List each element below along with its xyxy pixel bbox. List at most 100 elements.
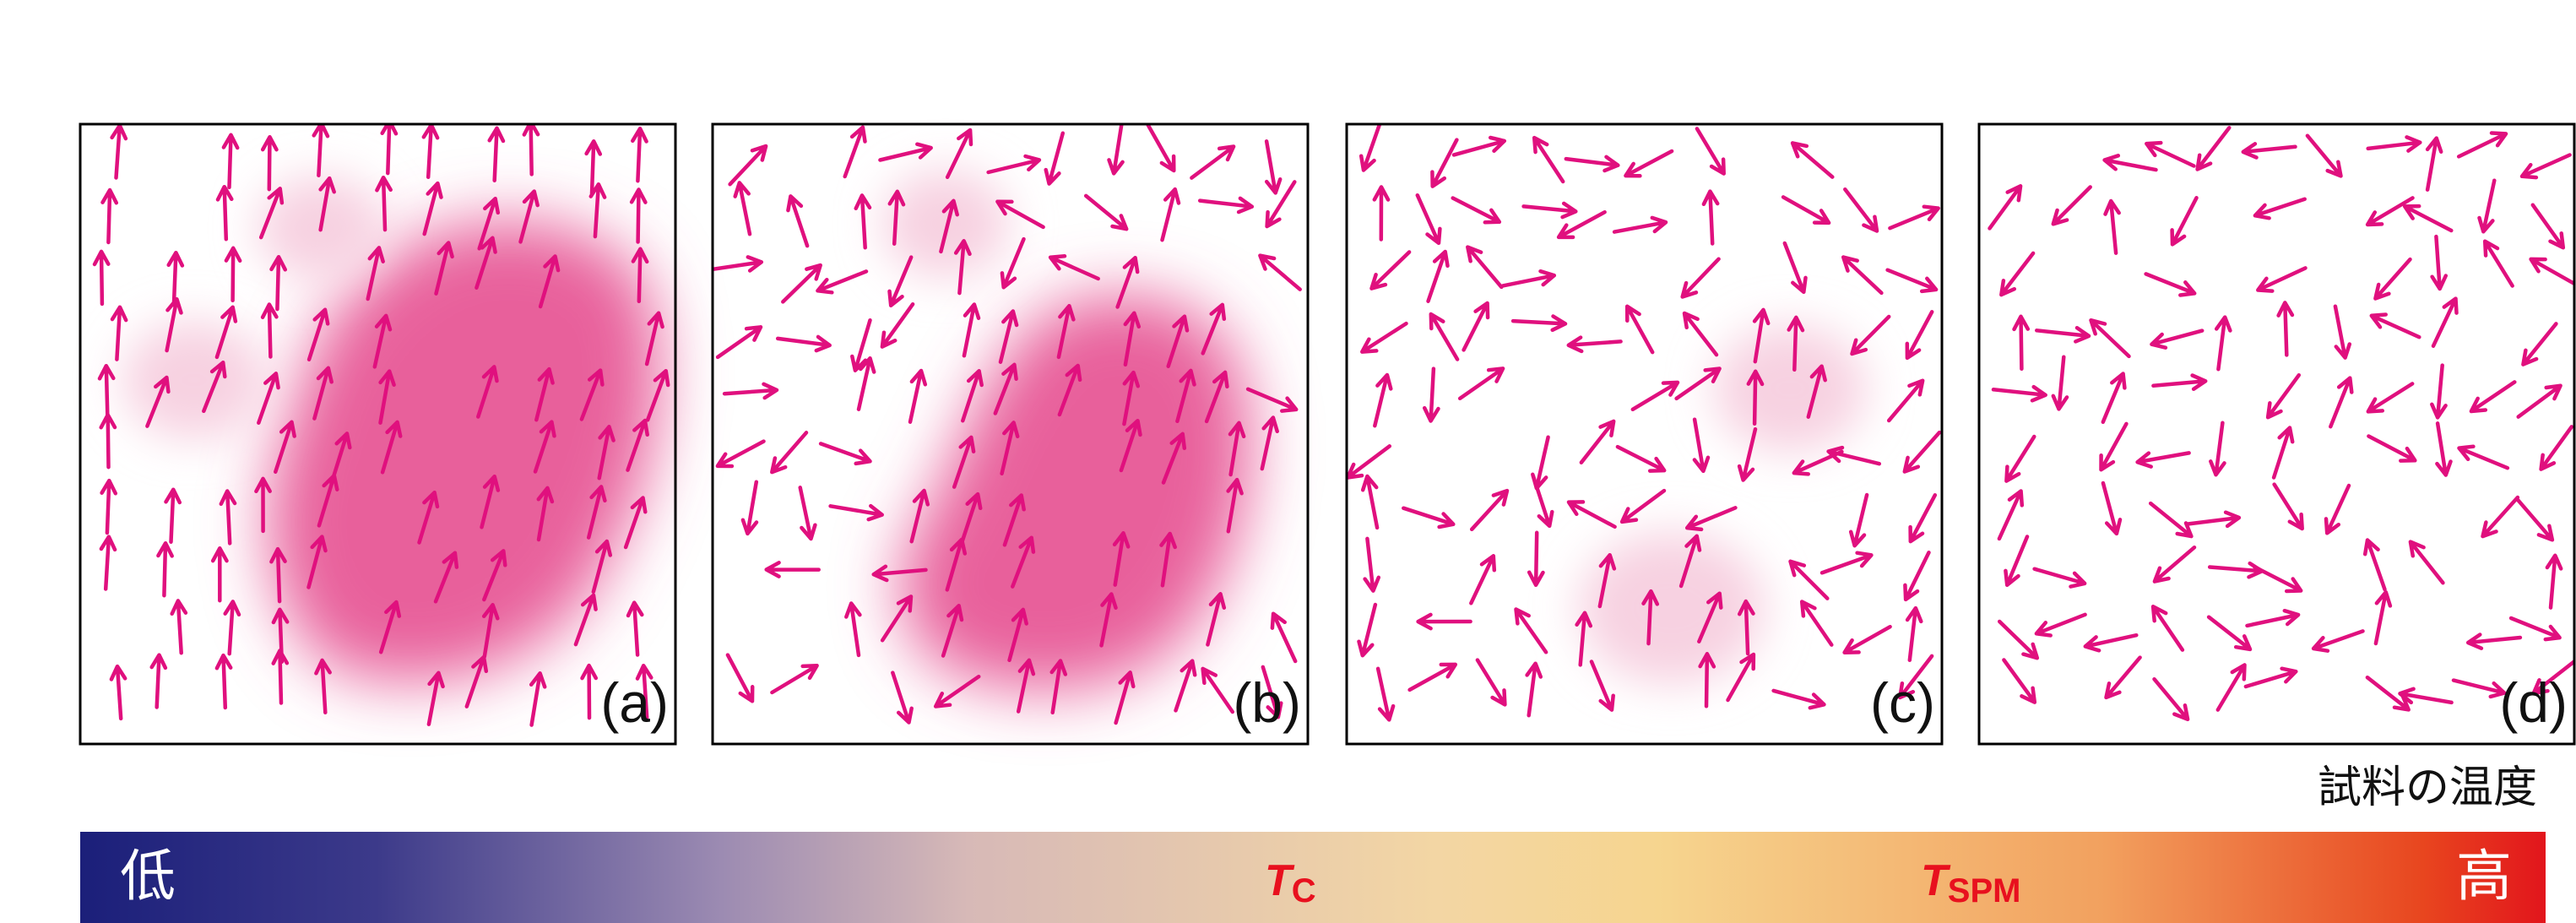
spin-arrow [99, 412, 117, 470]
spin-arrow [588, 182, 607, 239]
spin-arrow [1166, 314, 1190, 368]
spin-arrow [2430, 234, 2449, 291]
spin-arrow [961, 369, 984, 423]
spin-arrow [109, 664, 127, 721]
spin-arrow [2101, 372, 2127, 425]
spin-arrow [1000, 421, 1020, 476]
marker-tc: TC [1265, 856, 1316, 909]
spin-arrow [959, 491, 983, 546]
spin-arrow [1746, 369, 1765, 426]
spin-arrow [1790, 141, 1835, 179]
spin-arrow [631, 247, 649, 304]
spin-arrow [2035, 325, 2091, 344]
panel-d: (d) [1977, 122, 2576, 746]
spin-arrow [1905, 605, 1923, 662]
spin-arrow [764, 561, 821, 578]
spin-arrow [2366, 135, 2422, 153]
spin-arrow [1201, 666, 1235, 714]
marker-tc-subscript: C [1292, 872, 1316, 909]
panel-b: (b) [711, 122, 1310, 746]
spin-arrow [1261, 665, 1283, 719]
spin-arrow [586, 485, 607, 540]
spin-arrow [1726, 652, 1756, 703]
spin-arrow [2214, 315, 2232, 372]
spin-arrow [2366, 382, 2415, 414]
spin-arrow [318, 176, 336, 232]
spin-arrow [2144, 272, 2197, 297]
spin-arrow [626, 600, 644, 657]
spin-arrow [725, 653, 755, 703]
spin-arrow [816, 269, 869, 295]
spin-arrow [1848, 492, 1869, 548]
spin-arrow [1589, 660, 1615, 712]
spin-arrow [1575, 611, 1593, 667]
spin-arrow [97, 363, 116, 421]
spin-arrow [1372, 185, 1391, 242]
spin-arrow [909, 488, 930, 544]
spin-arrow [166, 250, 185, 307]
spin-arrow [871, 564, 928, 583]
spin-arrow [1597, 552, 1617, 609]
spin-arrow [1258, 253, 1302, 291]
spin-arrow [417, 490, 440, 545]
spin-arrow [221, 133, 240, 190]
spin-arrow [626, 418, 649, 472]
spin-arrow [1843, 187, 1879, 233]
spin-arrow [1680, 257, 1721, 299]
spin-arrow [2185, 510, 2242, 529]
panel-frame-d [1977, 122, 2576, 746]
spin-arrow [1630, 380, 1680, 412]
spin-arrow [2373, 257, 2412, 301]
spin-arrow [487, 126, 506, 182]
spin-arrow [426, 671, 445, 726]
spin-arrow [312, 123, 330, 178]
spin-arrow [1264, 139, 1283, 195]
spin-arrow [2531, 659, 2575, 696]
spin-arrow [476, 365, 499, 419]
spin-arrow [1119, 418, 1142, 473]
spin-arrow [2508, 616, 2562, 642]
spin-arrow [1002, 493, 1026, 547]
spin-arrow [1624, 149, 1674, 178]
spin-arrow [214, 653, 233, 710]
spin-arrow [375, 175, 393, 232]
spin-arrow [715, 439, 766, 469]
spin-arrow [2209, 421, 2226, 477]
colorbar-low-label: 低 [120, 844, 176, 909]
spin-arrow [1360, 474, 1380, 530]
spin-arrow [1360, 321, 1408, 354]
spin-arrow [536, 486, 555, 542]
spin-arrow [1451, 135, 1507, 157]
spin-arrow [1799, 600, 1834, 647]
spin-arrow [2002, 658, 2037, 704]
spin-arrow [1615, 444, 1667, 473]
spin-arrow [2430, 363, 2448, 420]
spin-arrow [257, 372, 280, 425]
spin-arrow [433, 551, 459, 604]
spin-arrow [522, 123, 540, 176]
temperature-caption: 試料の温度 [2318, 763, 2537, 813]
spin-arrow [770, 663, 819, 695]
spin-arrow [99, 535, 117, 591]
spin-arrow [1991, 384, 2047, 403]
spin-arrow [2150, 328, 2205, 350]
spin-arrow [2516, 498, 2555, 542]
spin-arrow [1692, 417, 1711, 474]
spin-arrow [2272, 482, 2304, 531]
spin-arrow [1122, 370, 1141, 426]
spin-arrow [100, 478, 118, 535]
spin-arrow [2032, 567, 2087, 589]
spin-arrow [149, 653, 168, 709]
spin-arrow [366, 246, 385, 301]
spin-arrow [2004, 434, 2036, 483]
spin-arrow [1531, 474, 1554, 529]
spin-arrow [584, 139, 603, 196]
spin-arrow [1114, 671, 1136, 725]
spin-arrow [1174, 659, 1197, 713]
spin-arrow [798, 486, 817, 541]
spin-arrow [722, 382, 779, 400]
spin-arrow [1260, 415, 1279, 471]
panel-frame-a [79, 122, 677, 746]
spin-arrow [953, 239, 972, 296]
spin-arrow [1902, 430, 1942, 474]
